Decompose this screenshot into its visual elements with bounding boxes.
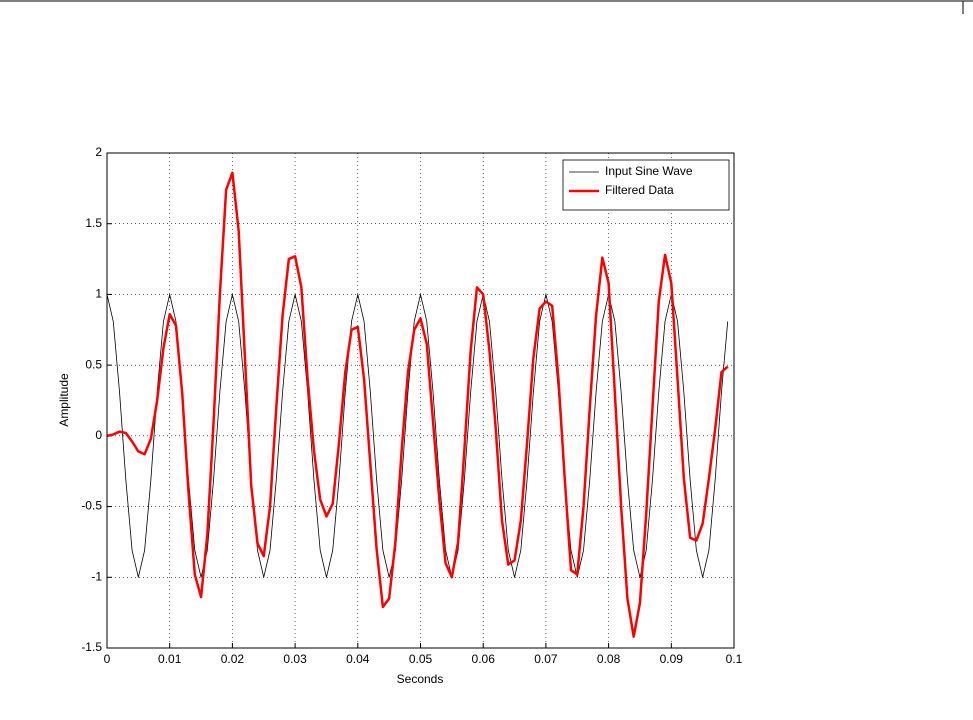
x-tick-label: 0 (104, 652, 111, 666)
y-tick-label: 2 (95, 145, 102, 159)
x-tick-label: 0.04 (346, 652, 370, 666)
y-tick-label: -0.5 (81, 499, 102, 513)
x-tick-label: 0.02 (221, 652, 245, 666)
x-tick-label: 0.07 (534, 652, 558, 666)
y-tick-label: -1.5 (81, 640, 102, 654)
y-tick-label: 0 (95, 428, 102, 442)
y-tick-label: 1.5 (85, 216, 102, 230)
y-tick-label: 1 (95, 287, 102, 301)
legend-label: Filtered Data (605, 183, 674, 197)
legend-box (562, 159, 730, 211)
x-axis-label: Seconds (397, 672, 444, 686)
y-tick-label: 0.5 (85, 357, 102, 371)
legend-label: Input Sine Wave (605, 164, 693, 178)
x-tick-label: 0.1 (726, 652, 743, 666)
x-tick-label: 0.06 (472, 652, 496, 666)
x-tick-label: 0.05 (409, 652, 433, 666)
lines (106, 171, 729, 638)
y-tick-label: -1 (91, 569, 102, 583)
x-tick-label: 0.08 (597, 652, 621, 666)
axes-box (106, 152, 735, 649)
data-line (106, 294, 729, 578)
legend: Input Sine Wave Filtered Data (562, 159, 730, 211)
x-tick-label: 0.01 (158, 652, 182, 666)
y-axis-label: Amplitude (57, 373, 71, 427)
x-tick-label: 0.03 (283, 652, 307, 666)
data-line (106, 171, 729, 638)
x-tick-label: 0.09 (660, 652, 684, 666)
